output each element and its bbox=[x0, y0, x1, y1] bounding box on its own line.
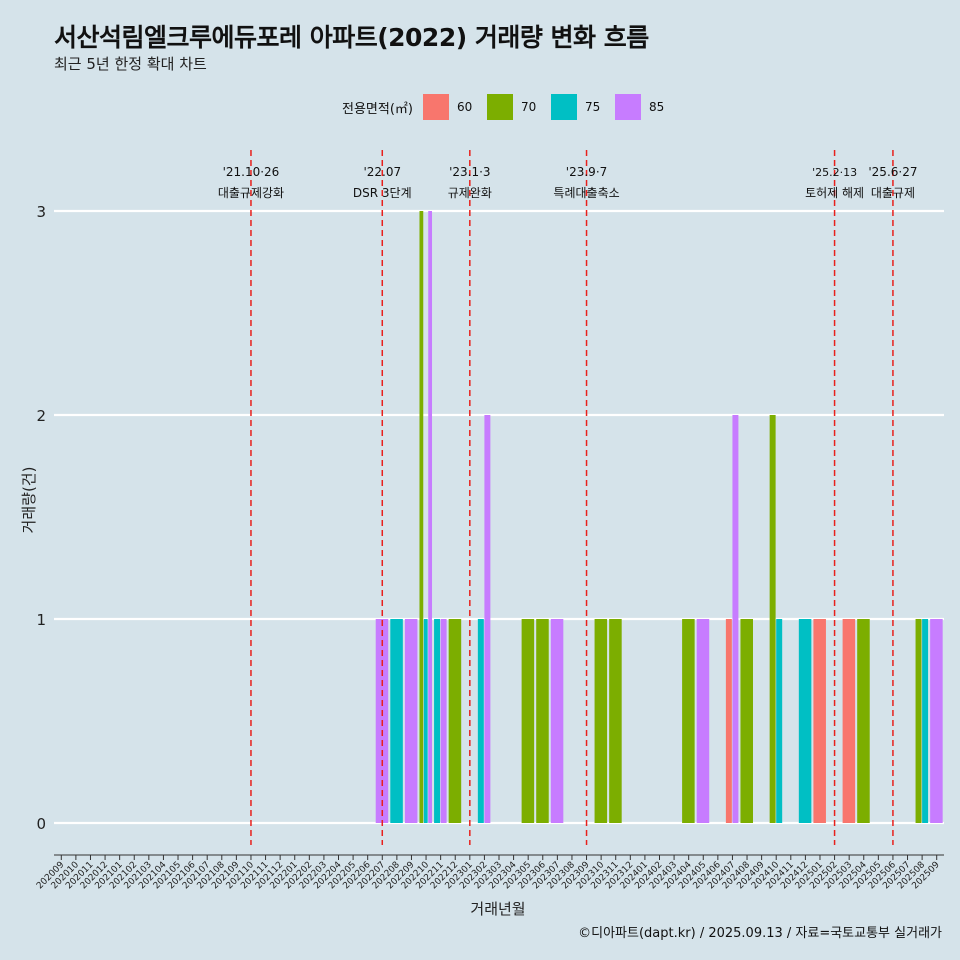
bar bbox=[915, 619, 922, 823]
bar bbox=[423, 619, 428, 823]
bar bbox=[813, 619, 826, 823]
caption: ©디아파트(dapt.kr) / 2025.09.13 / 자료=국토교통부 실… bbox=[578, 926, 942, 941]
bar bbox=[477, 619, 484, 823]
legend-item-85: 85 bbox=[614, 94, 673, 120]
bar bbox=[922, 619, 929, 823]
event-name-label: DSR 3단계 bbox=[353, 186, 412, 200]
legend-item-60: 60 bbox=[422, 94, 481, 120]
legend-label-75: 75 bbox=[584, 100, 601, 114]
legend-item-75: 75 bbox=[550, 94, 609, 120]
bar bbox=[740, 619, 753, 823]
bar bbox=[857, 619, 870, 823]
legend-swatch-85 bbox=[614, 94, 641, 120]
bar bbox=[682, 619, 695, 823]
bar bbox=[521, 619, 535, 823]
chart-title: 서산석림엘크루에듀포레 아파트(2022) 거래량 변화 흐름 bbox=[54, 23, 649, 52]
bar bbox=[769, 415, 776, 823]
legend-label-60: 60 bbox=[456, 100, 473, 114]
bar bbox=[696, 619, 710, 823]
bar bbox=[419, 211, 424, 823]
bar bbox=[776, 619, 783, 823]
bar bbox=[798, 619, 812, 823]
y-tick-label: 0 bbox=[36, 815, 46, 833]
legend-title: 전용면적(㎡) bbox=[342, 101, 413, 117]
legend-swatch-60 bbox=[422, 94, 449, 120]
chart-subtitle: 최근 5년 한정 확대 차트 bbox=[54, 55, 207, 73]
event-date-label: '23.9·7 bbox=[566, 165, 607, 179]
y-tick-label: 1 bbox=[36, 611, 46, 629]
y-tick-label: 2 bbox=[36, 407, 46, 425]
bar bbox=[428, 211, 433, 823]
bar bbox=[725, 619, 732, 823]
legend-label-85: 85 bbox=[648, 100, 665, 114]
event-name-label: 토허제 해제 bbox=[805, 186, 864, 200]
bar bbox=[404, 619, 418, 823]
y-axis-title: 거래량(건) bbox=[20, 467, 38, 534]
bar bbox=[550, 619, 564, 823]
y-tick-label: 3 bbox=[36, 203, 46, 221]
bar bbox=[732, 415, 739, 823]
event-name-label: 대출규제 bbox=[871, 186, 915, 200]
event-date-label: '22.07 bbox=[363, 165, 401, 179]
legend: 전용면적(㎡) 60 70 75 85 bbox=[342, 93, 679, 121]
event-name-label: 대출규제강화 bbox=[218, 186, 284, 200]
bar bbox=[536, 619, 549, 823]
event-date-label: '23.1·3 bbox=[449, 165, 490, 179]
legend-label-70: 70 bbox=[520, 100, 537, 114]
bar bbox=[609, 619, 622, 823]
x-axis-title: 거래년월 bbox=[470, 900, 525, 918]
bar bbox=[842, 619, 856, 823]
event-name-label: 규제완화 bbox=[448, 186, 492, 200]
event-date-label: '21.10·26 bbox=[223, 165, 280, 179]
legend-swatch-70 bbox=[486, 94, 513, 120]
bar bbox=[930, 619, 943, 823]
legend-item-70: 70 bbox=[486, 94, 545, 120]
event-date-label: '25.2·13 bbox=[812, 166, 857, 179]
event-date-label: '25.6·27 bbox=[868, 165, 917, 179]
bar bbox=[434, 619, 441, 823]
bar bbox=[594, 619, 608, 823]
legend-swatch-75 bbox=[550, 94, 577, 120]
bar bbox=[448, 619, 462, 823]
bar bbox=[390, 619, 403, 823]
bar bbox=[484, 415, 491, 823]
event-name-label: 특례대출축소 bbox=[553, 186, 619, 200]
bar bbox=[440, 619, 447, 823]
